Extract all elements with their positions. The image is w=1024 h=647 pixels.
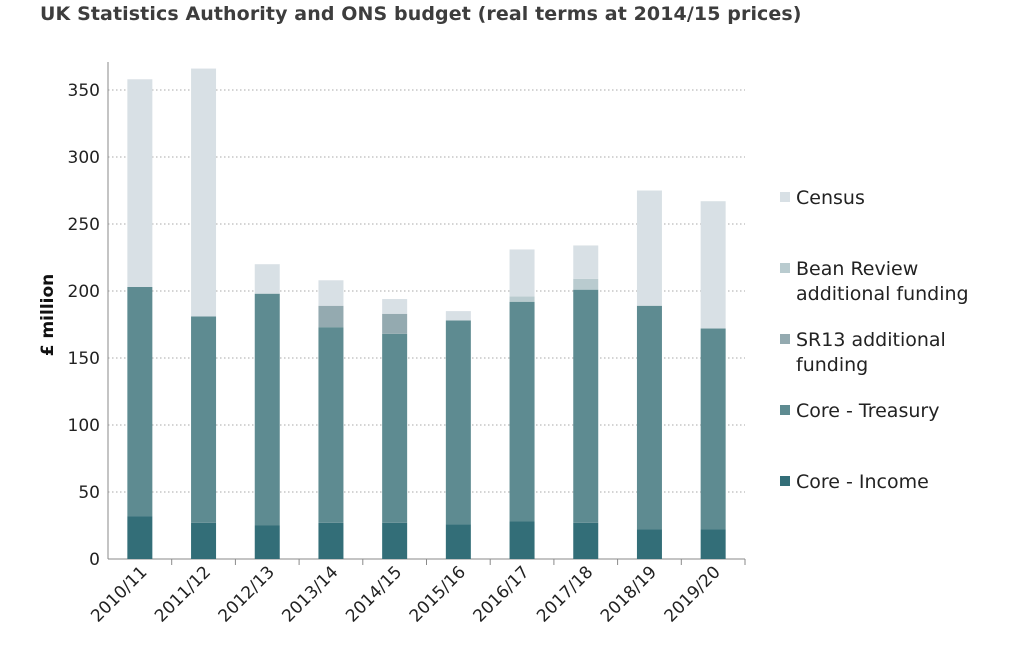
bar-census-2015-16 xyxy=(445,311,471,321)
x-tick-label: 2014/15 xyxy=(342,562,406,626)
y-axis-label: £ million xyxy=(38,274,58,357)
y-tick-label: 0 xyxy=(89,550,100,570)
bar-core-treasury-2010-11 xyxy=(127,286,153,517)
y-tick-label: 50 xyxy=(78,483,100,503)
legend-swatch-census xyxy=(780,192,790,202)
bar-core-treasury-2013-14 xyxy=(318,327,344,523)
bar-census-2016-17 xyxy=(509,249,535,297)
legend-swatch-core-treasury xyxy=(780,405,790,415)
legend-label-core-income: Core - Income xyxy=(796,471,929,493)
bar-core-treasury-2017-18 xyxy=(573,289,599,523)
bar-core-income-2014-15 xyxy=(382,522,408,559)
legend-label-census: Census xyxy=(796,187,865,209)
bar-core-income-2015-16 xyxy=(445,524,471,559)
bar-bean-review-additional-funding-2016-17 xyxy=(509,296,535,302)
legend-label-sr13: SR13 additional funding xyxy=(796,329,946,376)
bar-core-treasury-2015-16 xyxy=(445,320,471,525)
x-tick-label: 2019/20 xyxy=(661,562,725,626)
bar-bean-review-additional-funding-2017-18 xyxy=(573,278,599,290)
bar-census-2011-12 xyxy=(191,68,217,317)
bar-census-2013-14 xyxy=(318,280,344,306)
bar-census-2019-20 xyxy=(700,201,726,329)
x-tick-label: 2012/13 xyxy=(215,562,279,626)
y-tick-label: 250 xyxy=(68,215,100,235)
x-tick-label: 2011/12 xyxy=(151,562,215,626)
bar-core-income-2016-17 xyxy=(509,521,535,559)
bar-census-2017-18 xyxy=(573,245,599,279)
bar-core-treasury-2016-17 xyxy=(509,301,535,522)
bar-core-treasury-2011-12 xyxy=(191,316,217,523)
bar-census-2014-15 xyxy=(382,299,408,314)
legend-swatch-core-income xyxy=(780,476,790,486)
bar-core-income-2013-14 xyxy=(318,522,344,559)
chart-title: UK Statistics Authority and ONS budget (… xyxy=(40,3,802,25)
bar-core-income-2010-11 xyxy=(127,516,153,559)
bar-core-income-2011-12 xyxy=(191,522,217,559)
y-tick-label: 350 xyxy=(68,81,100,101)
bar-core-treasury-2019-20 xyxy=(700,328,726,530)
legend-item-bean-review: Bean Review additional funding xyxy=(780,257,1011,307)
legend-label-core-treasury: Core - Treasury xyxy=(796,400,940,422)
legend-swatch-bean-review xyxy=(780,263,790,273)
legend-swatch-sr13 xyxy=(780,334,790,344)
x-tick-label: 2015/16 xyxy=(406,562,470,626)
bar-census-2018-19 xyxy=(636,190,662,306)
legend-item-census: Census xyxy=(780,186,1011,211)
bar-core-treasury-2012-13 xyxy=(254,293,280,526)
bar-core-income-2019-20 xyxy=(700,529,726,559)
x-tick-label: 2010/11 xyxy=(87,562,151,626)
x-tick-label: 2016/17 xyxy=(470,562,534,626)
bar-core-treasury-2018-19 xyxy=(636,305,662,530)
bar-core-income-2012-13 xyxy=(254,525,280,559)
bar-sr13-additional-funding-2014-15 xyxy=(382,313,408,334)
x-tick-label: 2017/18 xyxy=(533,562,597,626)
y-tick-label: 300 xyxy=(68,148,100,168)
x-tick-label: 2018/19 xyxy=(597,562,661,626)
y-tick-label: 100 xyxy=(68,416,100,436)
y-tick-label: 150 xyxy=(68,349,100,369)
legend-item-core-treasury: Core - Treasury xyxy=(780,399,1011,424)
bar-census-2010-11 xyxy=(127,79,153,287)
legend-item-core-income: Core - Income xyxy=(780,470,1011,495)
x-tick-label: 2013/14 xyxy=(278,562,342,626)
legend-item-sr13: SR13 additional funding xyxy=(780,328,1011,378)
bar-core-income-2018-19 xyxy=(636,529,662,559)
bar-core-treasury-2014-15 xyxy=(382,333,408,523)
bar-census-2012-13 xyxy=(254,264,280,294)
y-tick-label: 200 xyxy=(68,282,100,302)
bar-sr13-additional-funding-2013-14 xyxy=(318,305,344,328)
bar-core-income-2017-18 xyxy=(573,522,599,559)
legend-label-bean-review: Bean Review additional funding xyxy=(796,258,969,305)
